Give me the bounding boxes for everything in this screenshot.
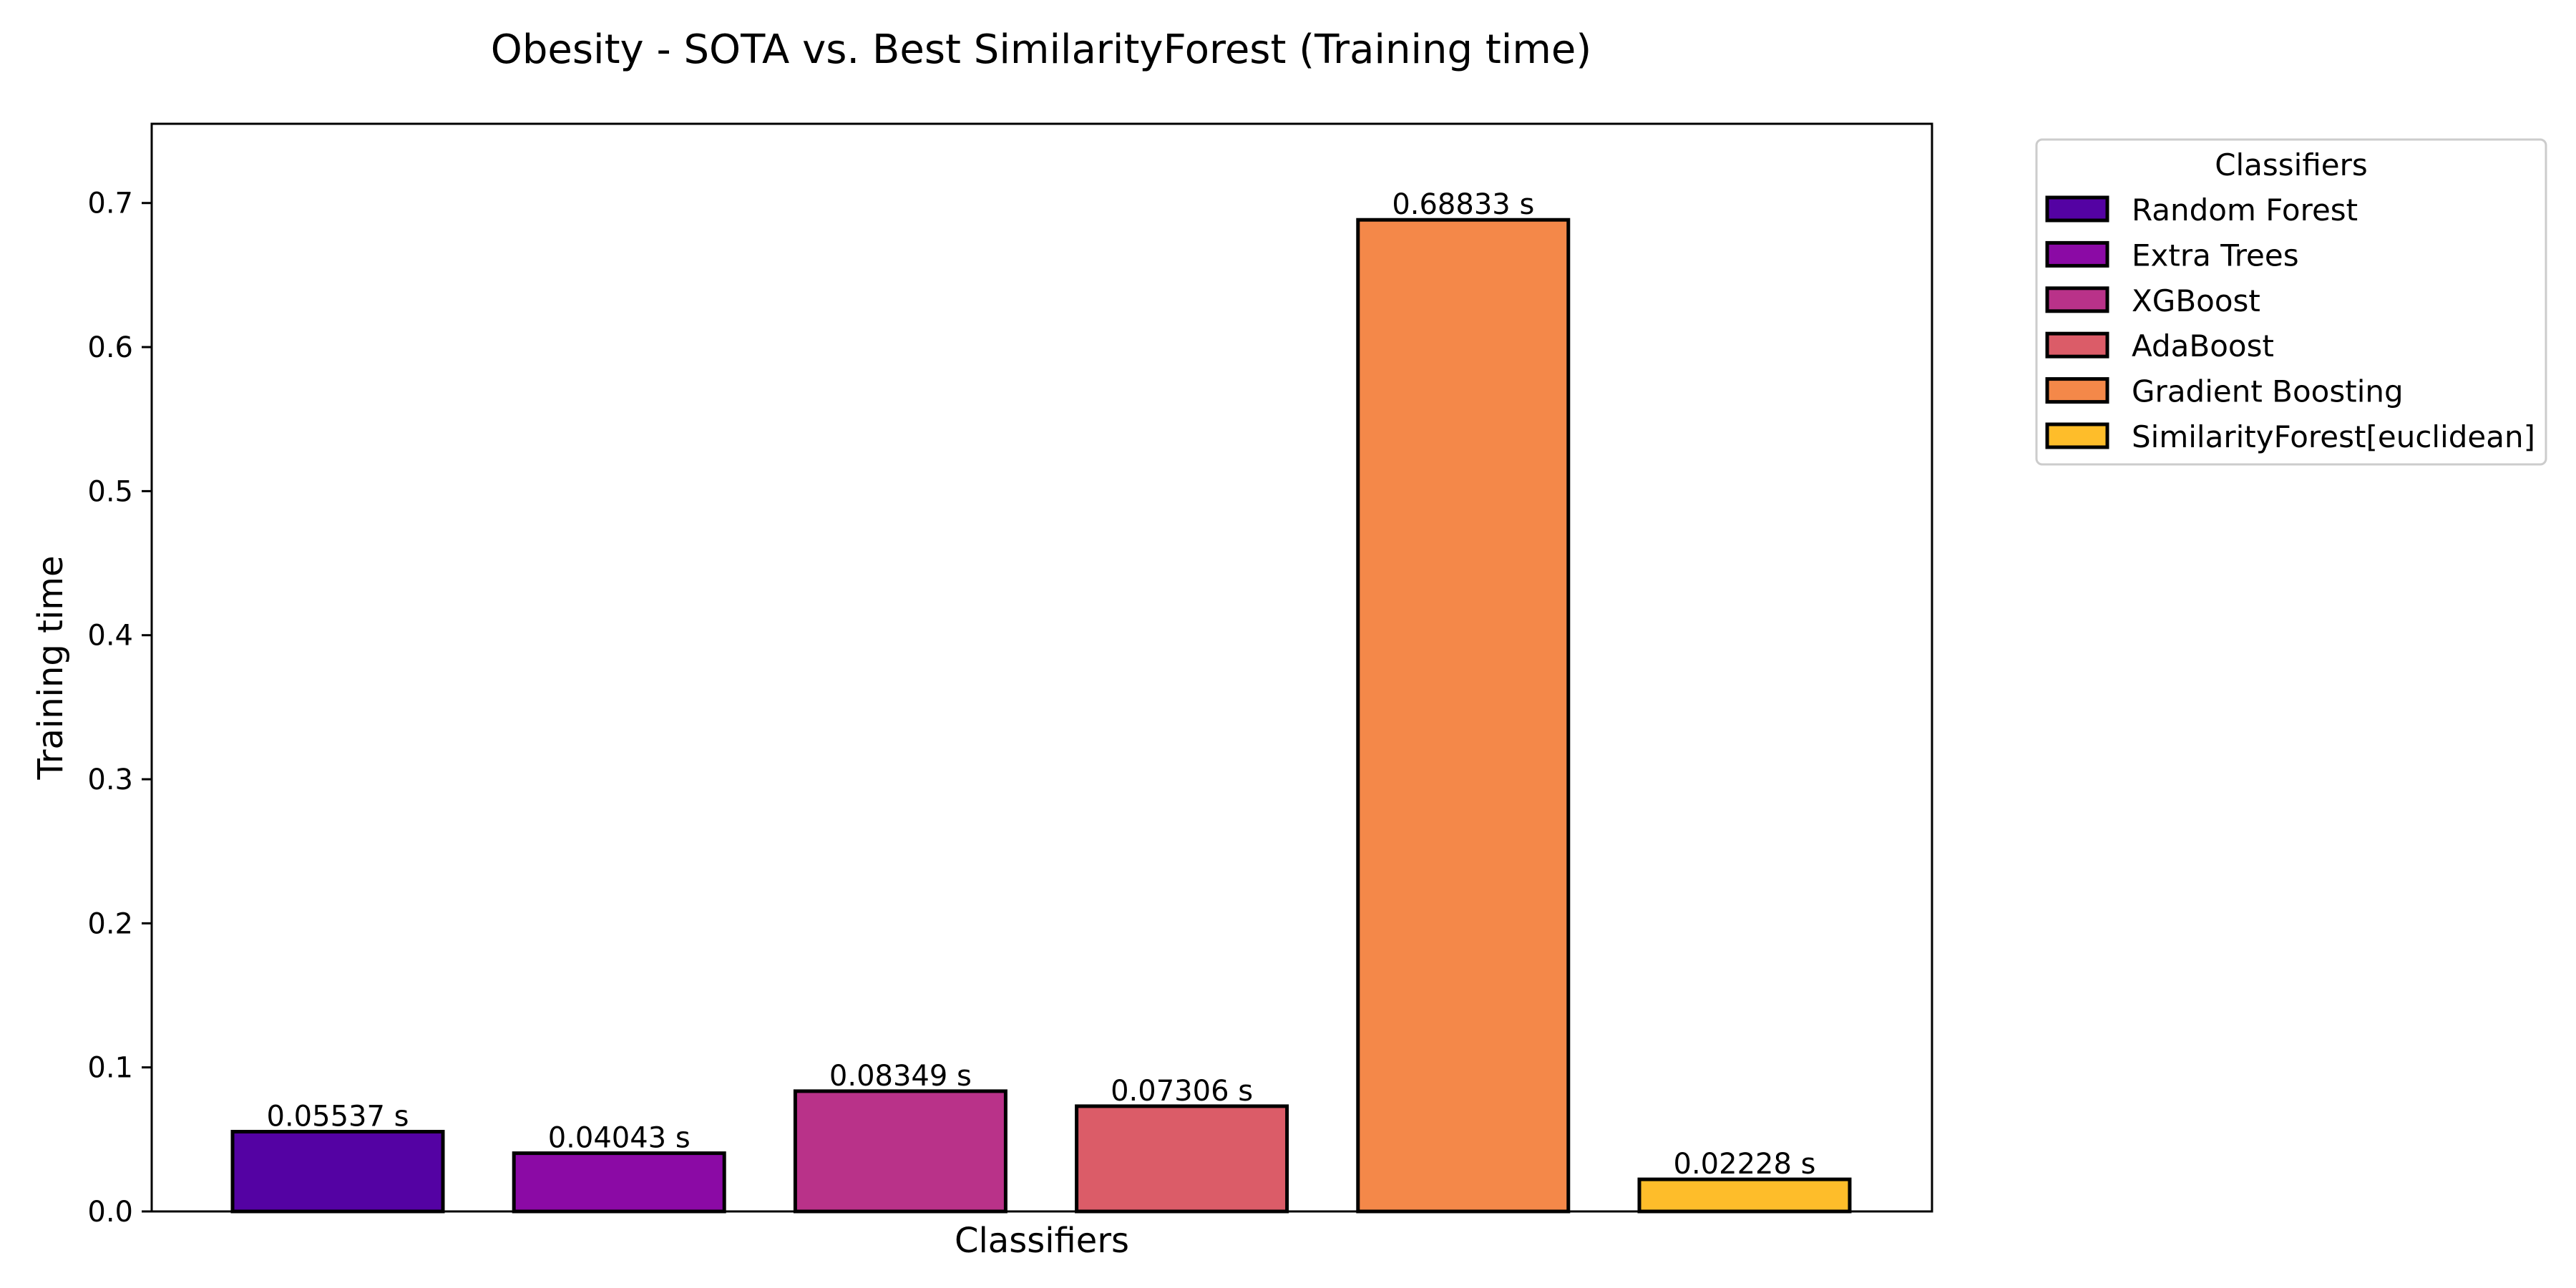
legend-label-extra-trees: Extra Trees bbox=[2132, 238, 2299, 273]
y-tick-label: 0.7 bbox=[87, 187, 133, 220]
y-tick-label: 0.1 bbox=[87, 1052, 133, 1085]
y-tick-label: 0.5 bbox=[87, 475, 133, 508]
x-axis-label: Classifiers bbox=[955, 1221, 1129, 1261]
legend-swatch-extra-trees bbox=[2045, 240, 2109, 268]
legend-swatch-random-forest bbox=[2045, 195, 2109, 223]
legend-label-random-forest: Random Forest bbox=[2132, 192, 2358, 228]
legend-swatch-xgboost bbox=[2045, 286, 2109, 313]
legend-swatch-gradient-boosting bbox=[2045, 377, 2109, 404]
bars-group bbox=[230, 218, 1852, 1214]
y-tick-label: 0.4 bbox=[87, 620, 133, 653]
bar-value-label: 0.07306 s bbox=[1111, 1075, 1253, 1108]
legend-label-xgboost: XGBoost bbox=[2132, 283, 2260, 318]
legend-label-similarityforest-euclidean: SimilarityForest[euclidean] bbox=[2132, 419, 2535, 454]
bar-value-label: 0.02228 s bbox=[1674, 1148, 1816, 1181]
legend-label-gradient-boosting: Gradient Boosting bbox=[2132, 374, 2404, 409]
y-axis-label: Training time bbox=[31, 555, 71, 780]
plot-frame bbox=[150, 122, 1933, 1213]
bar-value-label: 0.05537 s bbox=[267, 1101, 409, 1133]
chart-title: Obesity - SOTA vs. Best SimilarityForest… bbox=[491, 26, 1591, 73]
bar-extra-trees bbox=[512, 1151, 726, 1214]
bar-gradient-boosting bbox=[1356, 218, 1571, 1214]
legend-items: Random Forest Extra Trees XGBoost AdaBoost G… bbox=[2045, 192, 2535, 454]
y-tick-label: 0.0 bbox=[87, 1196, 133, 1229]
y-tick-label: 0.3 bbox=[87, 763, 133, 796]
legend-swatch-adaboost bbox=[2045, 331, 2109, 358]
bar-value-label: 0.08349 s bbox=[829, 1060, 972, 1093]
bar-labels-group: 0.05537 s 0.04043 s 0.08349 s 0.07306 s 0.68… bbox=[267, 188, 1816, 1181]
bar-random-forest bbox=[230, 1130, 445, 1214]
y-tick-label: 0.2 bbox=[87, 907, 133, 940]
y-axis: 0.0 0.1 0.2 0.3 0.4 0.5 0.6 0.7 bbox=[87, 187, 152, 1229]
bar-xgboost bbox=[793, 1089, 1008, 1214]
y-tick-label: 0.6 bbox=[87, 331, 133, 364]
legend-label-adaboost: AdaBoost bbox=[2132, 328, 2274, 364]
bar-similarityforest-euclidean bbox=[1637, 1177, 1852, 1214]
legend-title: Classifiers bbox=[2215, 147, 2368, 182]
bar-adaboost bbox=[1075, 1104, 1289, 1214]
bar-value-label: 0.68833 s bbox=[1392, 188, 1534, 221]
legend: Classifiers Random Forest Extra Trees XGBo… bbox=[2035, 138, 2547, 466]
bar-value-label: 0.04043 s bbox=[548, 1122, 691, 1155]
legend-swatch-similarityforest-euclidean bbox=[2045, 422, 2109, 449]
legend-frame bbox=[2035, 138, 2547, 466]
